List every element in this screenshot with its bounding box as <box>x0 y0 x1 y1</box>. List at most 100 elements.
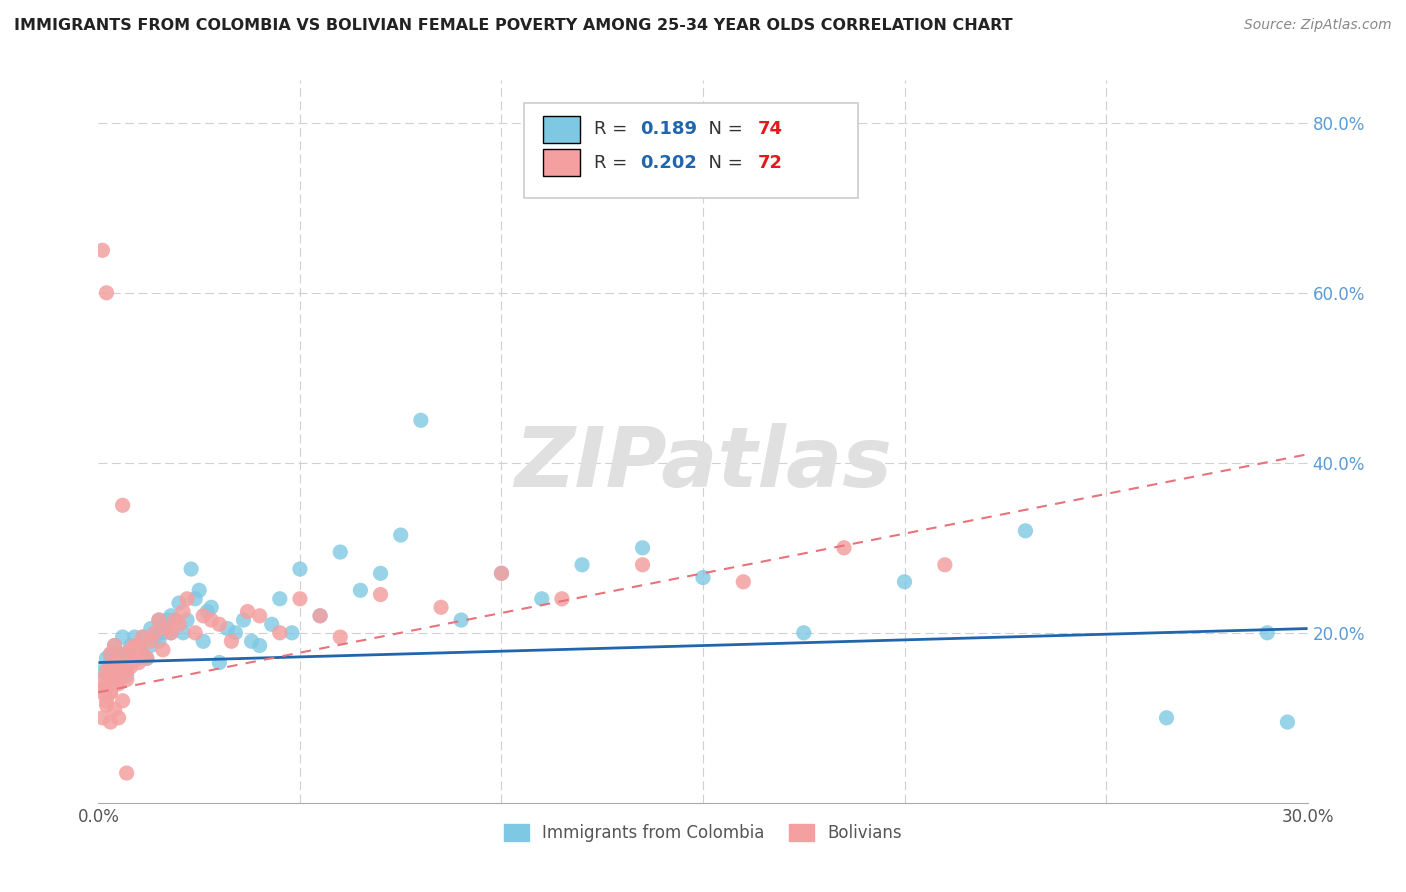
Point <box>188 583 211 598</box>
Point <box>91 244 114 258</box>
Point <box>120 642 142 657</box>
Point <box>120 639 142 653</box>
Point <box>135 651 157 665</box>
Point <box>195 605 218 619</box>
Point <box>100 685 122 699</box>
Point <box>193 634 215 648</box>
Point <box>139 622 162 636</box>
Point <box>692 570 714 584</box>
Point <box>260 617 283 632</box>
Text: N =: N = <box>697 153 748 171</box>
Point <box>100 685 122 699</box>
Point <box>100 656 122 670</box>
Point <box>91 711 114 725</box>
Point <box>103 656 125 670</box>
Point <box>349 583 371 598</box>
Point <box>832 541 855 555</box>
Point <box>281 625 304 640</box>
Point <box>450 613 472 627</box>
Point <box>107 668 129 682</box>
Point <box>491 566 513 581</box>
Point <box>160 625 183 640</box>
Point <box>143 625 166 640</box>
Point <box>132 647 155 661</box>
Point <box>1277 714 1299 729</box>
Point <box>107 673 129 687</box>
Point <box>91 681 114 695</box>
Point <box>115 647 138 661</box>
Point <box>172 605 194 619</box>
Point <box>115 766 138 780</box>
Point <box>232 613 254 627</box>
Point <box>128 651 150 665</box>
Point <box>148 613 170 627</box>
Point <box>120 656 142 670</box>
Point <box>184 625 207 640</box>
Point <box>96 681 118 695</box>
Point <box>160 608 183 623</box>
Point <box>571 558 593 572</box>
Point <box>224 625 246 640</box>
Point <box>208 617 231 632</box>
Point <box>100 647 122 661</box>
Point <box>132 630 155 644</box>
Point <box>329 545 352 559</box>
Point <box>148 634 170 648</box>
Point <box>208 656 231 670</box>
Point <box>111 694 134 708</box>
Text: N =: N = <box>697 120 748 138</box>
Point <box>152 622 174 636</box>
Point <box>139 634 162 648</box>
Point <box>530 591 553 606</box>
Point <box>103 673 125 687</box>
Point <box>733 574 755 589</box>
Point <box>389 528 412 542</box>
Point <box>115 660 138 674</box>
Point <box>152 625 174 640</box>
Text: 72: 72 <box>758 153 782 171</box>
Point <box>107 656 129 670</box>
Point <box>249 639 271 653</box>
Point <box>124 639 146 653</box>
Point <box>107 647 129 661</box>
Point <box>111 656 134 670</box>
Point <box>100 647 122 661</box>
Point <box>152 642 174 657</box>
Point <box>128 639 150 653</box>
Point <box>91 685 114 699</box>
Point <box>96 285 118 300</box>
Point <box>107 664 129 678</box>
Point <box>100 668 122 682</box>
Point <box>370 588 392 602</box>
Point <box>430 600 453 615</box>
Point <box>111 664 134 678</box>
Point <box>103 702 125 716</box>
Point <box>111 498 134 512</box>
FancyBboxPatch shape <box>524 103 858 198</box>
Point <box>115 668 138 682</box>
Point <box>96 698 118 712</box>
Point <box>103 639 125 653</box>
Point <box>115 673 138 687</box>
Point <box>128 639 150 653</box>
Text: 0.202: 0.202 <box>640 153 697 171</box>
Point <box>193 608 215 623</box>
Text: R =: R = <box>595 153 633 171</box>
Point <box>221 634 243 648</box>
Point <box>163 613 186 627</box>
Point <box>135 651 157 665</box>
Point <box>100 714 122 729</box>
Point <box>184 591 207 606</box>
Point <box>631 541 654 555</box>
Text: 74: 74 <box>758 120 782 138</box>
Point <box>111 647 134 661</box>
Point <box>96 677 118 691</box>
Point <box>631 558 654 572</box>
Point <box>115 656 138 670</box>
Point <box>103 673 125 687</box>
Point <box>124 651 146 665</box>
Point <box>1014 524 1036 538</box>
Text: ZIPatlas: ZIPatlas <box>515 423 891 504</box>
Point <box>249 608 271 623</box>
Point <box>309 608 332 623</box>
